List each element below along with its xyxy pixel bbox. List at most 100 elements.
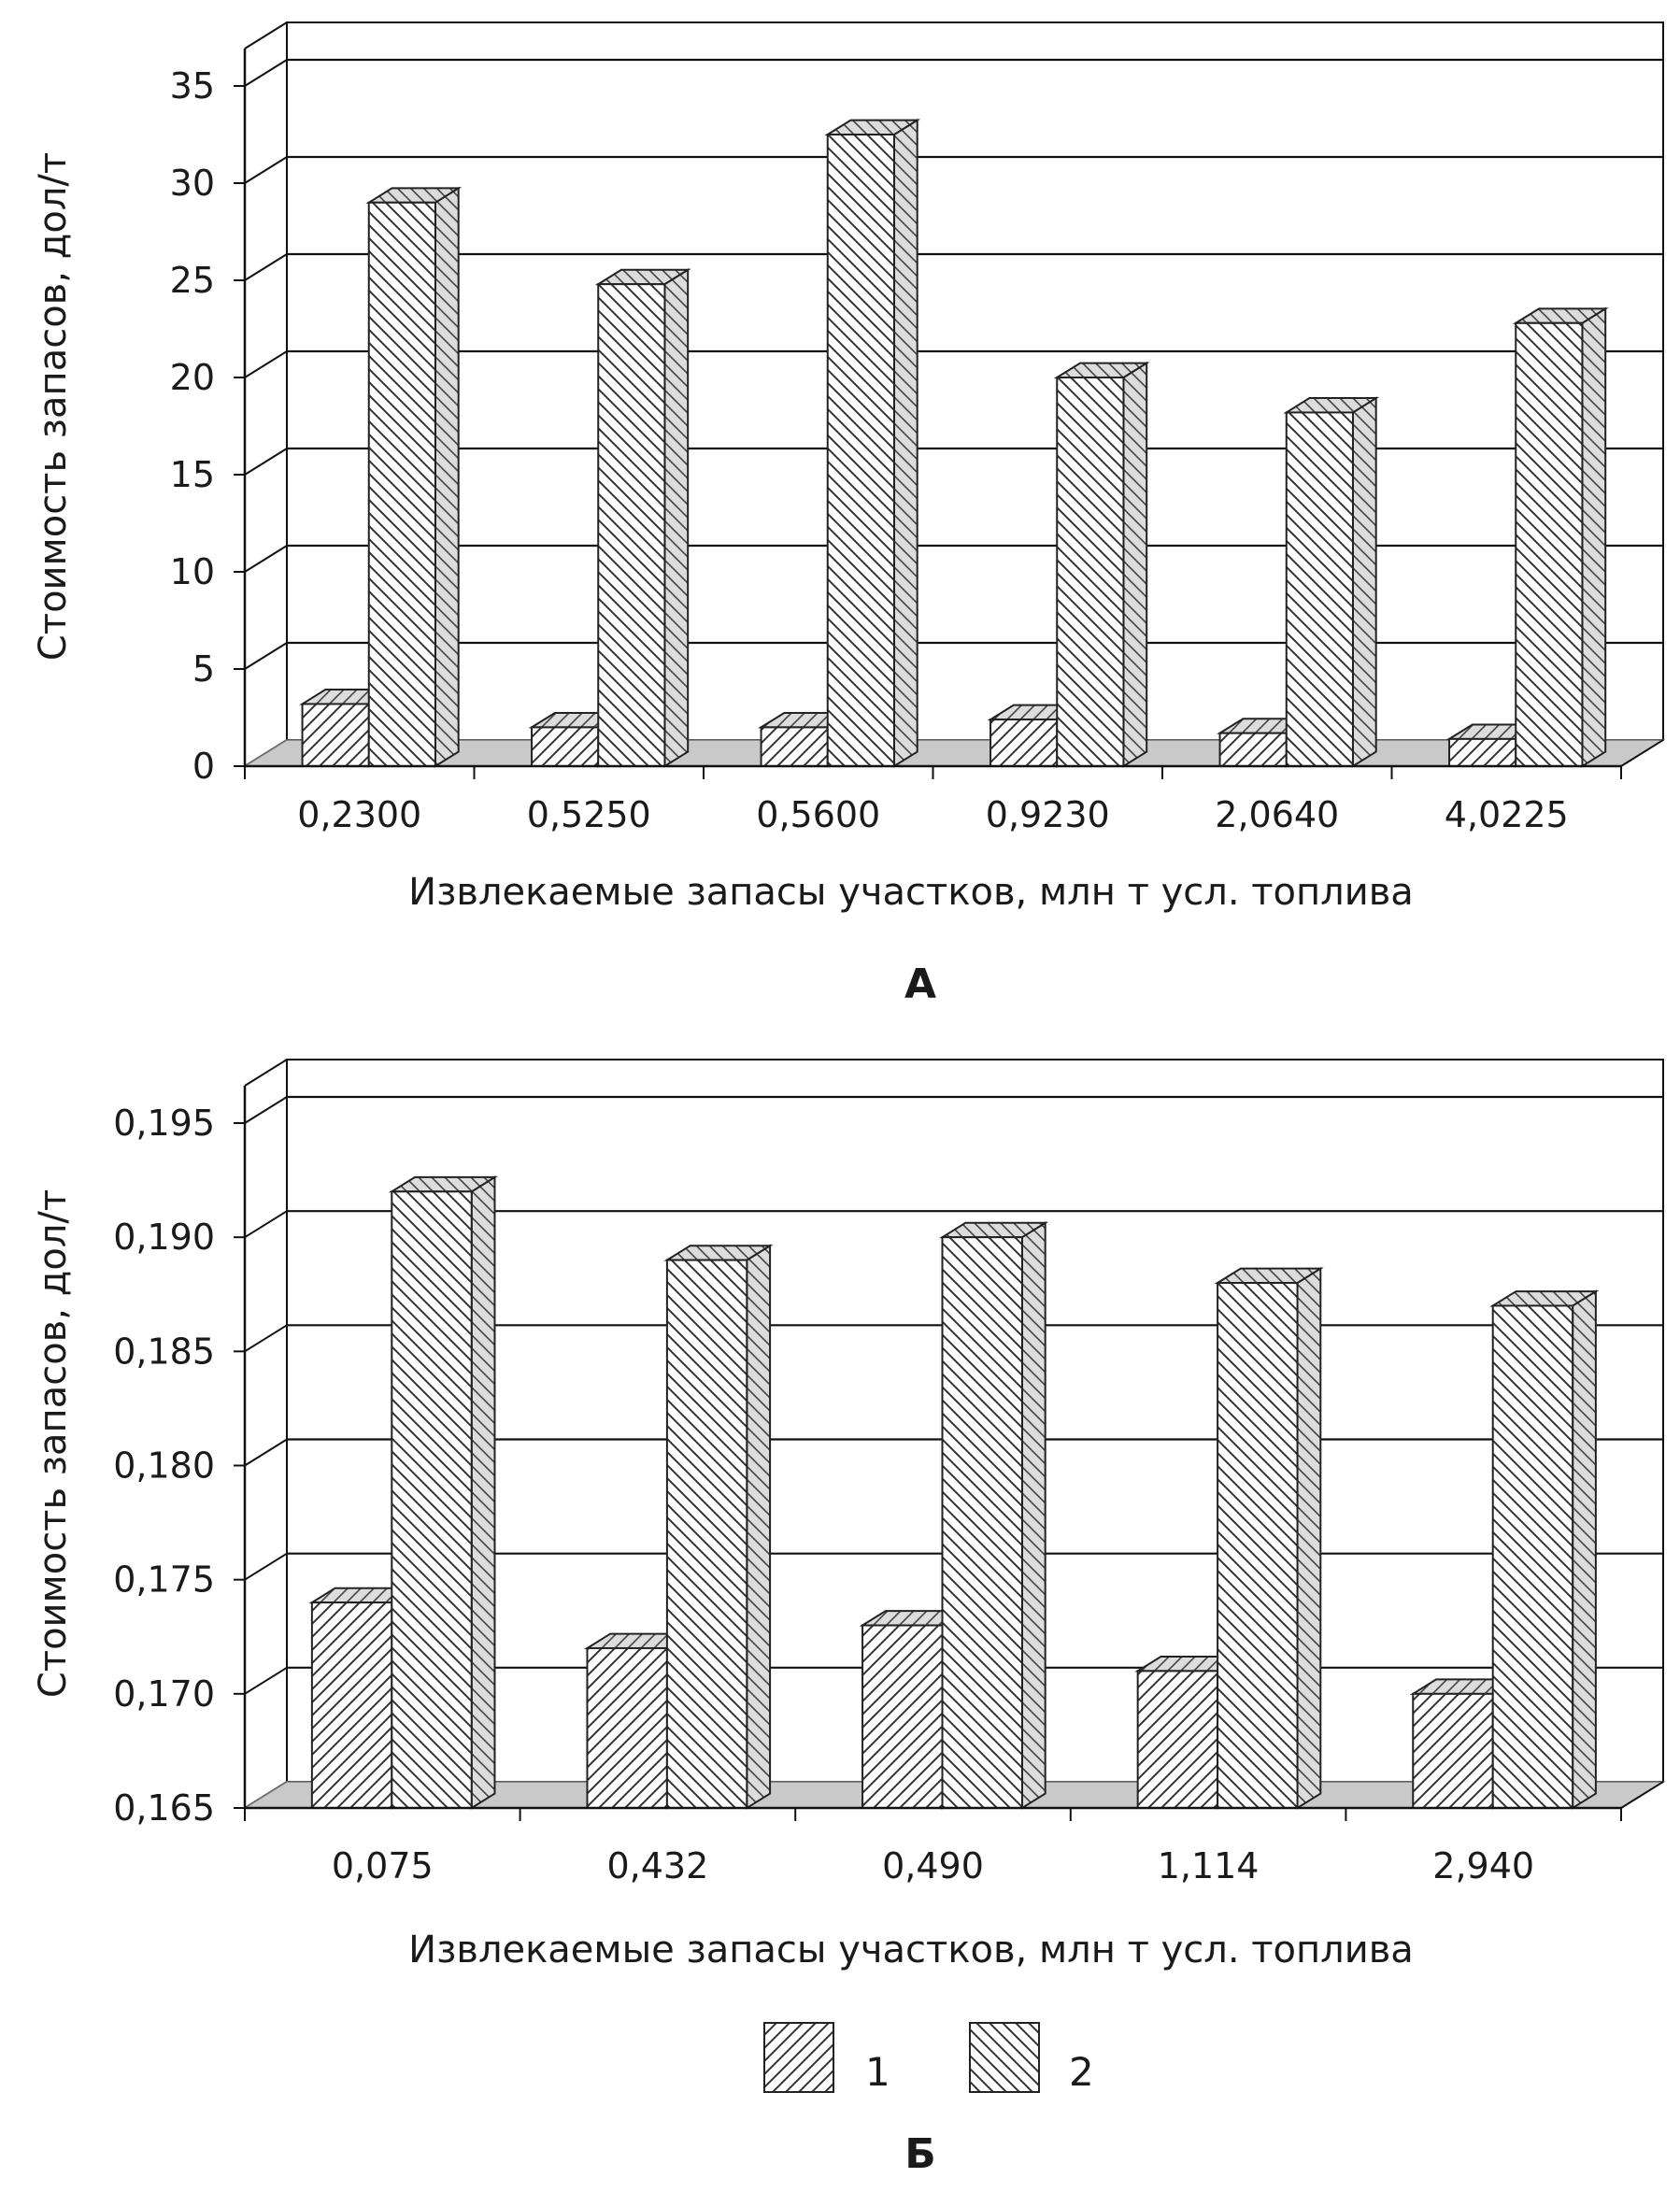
gridline-depth [244,1666,288,1695]
x-tick-labels-a: 0,2300 0,5250 0,5600 0,9230 2,0640 4,0225 [297,794,1568,835]
y-tick-label: 0,175 [113,1559,215,1601]
bar-side-series-2 [663,267,690,768]
y-tick-label: 0,190 [113,1217,215,1258]
bar-side-series-2 [1572,1289,1597,1810]
axes-a [234,21,1664,779]
bar-side-series-2 [434,186,460,768]
y-tick-label: 0,180 [113,1445,215,1487]
bar-series-2 [826,134,895,767]
y-tick-label: 0 [192,746,215,787]
bar-series-2 [391,1190,473,1810]
gridline-depth [244,642,288,670]
bars-a [299,118,1609,768]
y-tick-label: 20 [170,357,215,398]
bar-series-2 [367,201,436,768]
bar-series-1 [531,726,600,768]
gridline-depth [244,1324,288,1353]
panel-label-b: Б [904,2130,936,2178]
x-tick-label: 0,490 [882,1845,984,1886]
bar-side-series-2 [1581,306,1607,768]
gridline-depth [244,1552,288,1581]
bar-series-1 [1218,732,1288,768]
bar-series-2 [597,283,666,768]
bar-side-series-2 [1351,396,1377,768]
bar-series-1 [861,1624,944,1809]
panel-label-a: А [904,961,936,1008]
bar-side-series-2 [1020,1220,1046,1810]
x-tick-label: 2,0640 [1215,794,1339,835]
y-tick-label: 0,170 [113,1673,215,1715]
x-tick-label: 0,075 [332,1845,434,1886]
gridline-depth [244,1210,288,1239]
axis-depth-right [1620,739,1664,767]
x-tick-label: 0,5600 [756,794,880,835]
axis-depth-right [1620,1781,1664,1809]
x-axis-title-a: Извлекаемые запасы участков, млн т усл. … [408,871,1414,914]
gridline-depth [244,545,288,573]
bar-series-2 [941,1236,1023,1809]
x-tick-label: 1,114 [1158,1845,1260,1886]
x-tick-label: 4,0225 [1445,794,1569,835]
gridline-depth [244,1438,288,1467]
x-tick-label: 0,5250 [527,794,651,835]
axis-depth-top [244,21,288,50]
x-axis-title-b: Извлекаемые запасы участков, млн т усл. … [408,1929,1414,1971]
axis-depth-top [244,1059,288,1087]
bar-side-series-2 [892,118,918,768]
bar-series-2 [1056,377,1125,767]
bar-side-series-2 [746,1244,772,1810]
x-tick-label: 0,432 [607,1845,709,1886]
bar-series-1 [989,719,1059,768]
y-tick-label: 0,185 [113,1331,215,1372]
y-tick-label: 0,165 [113,1787,215,1829]
legend-label-2: 2 [1069,2049,1094,2095]
gridline-depth [244,1096,288,1124]
back-wall [286,21,1664,741]
bar-side-series-2 [470,1175,496,1810]
bar-series-1 [1136,1670,1219,1810]
y-tick-label: 5 [192,648,215,690]
bar-series-2 [1285,411,1354,767]
gridline-depth [244,253,288,281]
legend: 1 2 [763,2022,1094,2095]
bar-series-2 [1515,321,1584,767]
y-axis-title-a: Стоимость запасов, дол/т [32,152,75,661]
bar-series-1 [310,1601,393,1809]
bar-series-1 [1448,737,1517,768]
x-tick-label: 2,940 [1432,1845,1534,1886]
y-tick-label: 10 [170,551,215,592]
x-tick-labels-b: 0,075 0,432 0,490 1,114 2,940 [332,1845,1534,1886]
legend-swatch-2 [969,2022,1040,2093]
bar-series-2 [1217,1282,1299,1809]
bars-b [308,1175,1600,1810]
gridline-depth [244,59,288,87]
bar-series-1 [301,703,370,767]
y-tick-label: 35 [170,65,215,107]
x-tick-label: 0,2300 [297,794,421,835]
bar-series-1 [760,726,829,768]
y-tick-label: 0,195 [113,1103,215,1144]
bar-side-series-2 [1122,361,1148,768]
legend-swatch-1 [763,2022,834,2093]
chart-panel-b: 0,165 0,170 0,175 0,180 0,185 0,190 0,195 0,07… [32,1059,1666,1971]
axes-b [234,1059,1664,1821]
x-tick-label: 0,9230 [986,794,1110,835]
y-tick-label: 15 [170,454,215,495]
gridline-depth [244,448,288,476]
bar-series-1 [586,1646,668,1810]
chart-panel-a: 0 5 10 15 20 25 30 35 0,2300 0,5250 0,5600 0,9230 2… [32,21,1666,1008]
y-tick-labels-b: 0,165 0,170 0,175 0,180 0,185 0,190 0,195 [113,1103,215,1829]
y-axis-title-b: Стоимость запасов, дол/т [32,1189,75,1698]
bar-series-2 [665,1259,748,1809]
gridline-depth [244,156,288,184]
gridline-depth [244,350,288,378]
bar-series-1 [1412,1692,1494,1810]
bar-series-2 [1491,1304,1574,1809]
bar-side-series-2 [1296,1266,1322,1810]
legend-label-1: 1 [865,2049,890,2095]
y-tick-labels-a: 0 5 10 15 20 25 30 35 [170,65,215,787]
y-tick-label: 30 [170,163,215,204]
y-tick-label: 25 [170,260,215,301]
